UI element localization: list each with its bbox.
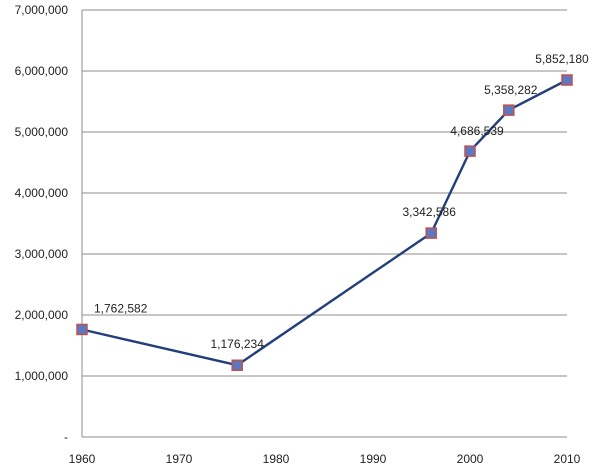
- data-label: 3,342,586: [403, 205, 457, 219]
- data-point-marker: [464, 145, 476, 157]
- y-tick-label: 3,000,000: [15, 247, 69, 261]
- y-tick-label: 5,000,000: [15, 125, 69, 139]
- y-tick-label: 7,000,000: [15, 3, 69, 17]
- data-point-marker: [231, 359, 243, 371]
- data-label: 5,358,282: [484, 83, 538, 97]
- series-population: [76, 74, 573, 371]
- data-labels: 1,762,582 1,176,234 3,342,586 4,686,539 5,35…: [94, 52, 589, 351]
- x-tick-label: 2000: [457, 452, 484, 466]
- x-tick-label: 1970: [166, 452, 193, 466]
- data-label: 5,852,180: [535, 52, 589, 66]
- data-label: 1,176,234: [211, 337, 265, 351]
- x-tick-label: 1960: [69, 452, 96, 466]
- x-axis-tick-labels: 1960 1970 1980 1990 2000 2010: [69, 452, 581, 466]
- y-tick-label: 1,000,000: [15, 369, 69, 383]
- data-label: 1,762,582: [94, 301, 148, 315]
- y-tick-label: 6,000,000: [15, 64, 69, 78]
- data-point-marker: [76, 323, 88, 336]
- data-label: 4,686,539: [450, 124, 504, 138]
- gridlines: [81, 9, 567, 438]
- y-tick-label: 4,000,000: [15, 186, 69, 200]
- y-axis-tick-labels: - 1,000,000 2,000,000 3,000,000 4,000,000 5,0…: [15, 3, 69, 444]
- data-point-marker: [425, 227, 437, 239]
- y-tick-label: -: [64, 430, 68, 444]
- data-point-marker: [503, 104, 515, 116]
- data-point-marker: [561, 74, 573, 86]
- x-tick-label: 1980: [263, 452, 290, 466]
- y-tick-label: 2,000,000: [15, 308, 69, 322]
- series-line: [81, 78, 568, 367]
- x-tick-label: 2010: [554, 452, 581, 466]
- x-tick-label: 1990: [360, 452, 387, 466]
